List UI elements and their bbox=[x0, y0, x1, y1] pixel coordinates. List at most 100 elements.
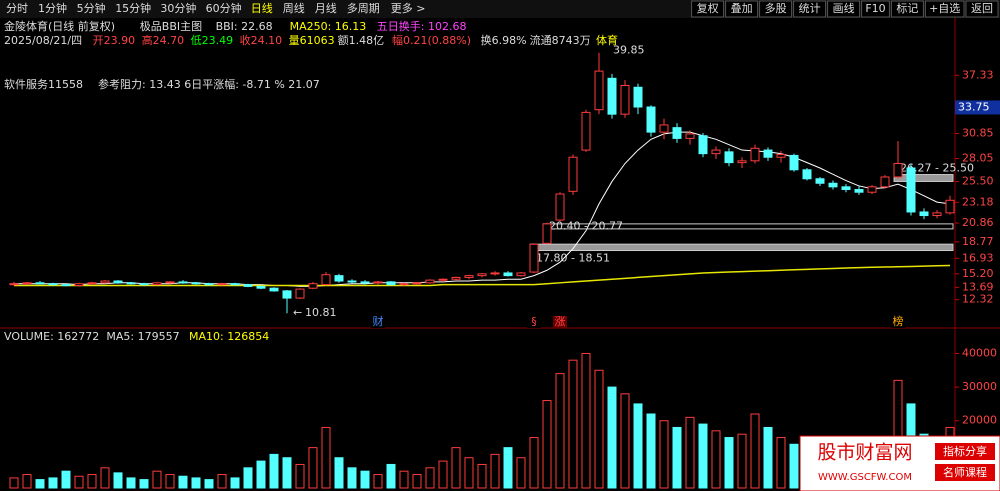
candle-body bbox=[204, 283, 214, 286]
watermark-title: 股市财富网 bbox=[817, 442, 912, 464]
candle-body bbox=[74, 283, 84, 287]
event-marker-box[interactable] bbox=[371, 316, 385, 328]
volume-bar bbox=[386, 463, 396, 489]
event-marker[interactable]: § bbox=[531, 315, 537, 328]
event-marker[interactable]: 榜 bbox=[893, 314, 904, 328]
candle-body bbox=[945, 199, 955, 214]
candle-body bbox=[854, 189, 864, 193]
button[interactable] bbox=[965, 0, 999, 18]
volume-bar bbox=[269, 453, 279, 489]
volume-bar bbox=[464, 457, 474, 489]
volume-bar bbox=[321, 426, 331, 489]
event-marker-box[interactable] bbox=[527, 316, 541, 328]
volume-bar bbox=[61, 470, 71, 489]
tab[interactable]: 15分钟 bbox=[115, 1, 151, 15]
event-marker-box[interactable] bbox=[553, 316, 567, 328]
button-label[interactable]: F10 bbox=[865, 2, 885, 15]
volume-bar bbox=[646, 413, 656, 489]
button-label[interactable]: 画线 bbox=[833, 1, 855, 15]
candle-body bbox=[880, 176, 890, 188]
candle-body bbox=[178, 281, 188, 284]
candle-body bbox=[347, 280, 357, 283]
y-tick-label: 30000 bbox=[962, 380, 997, 393]
badge[interactable] bbox=[935, 464, 995, 481]
tab[interactable]: 月线 bbox=[315, 1, 337, 15]
tab[interactable]: 周线 bbox=[283, 1, 305, 15]
tab[interactable]: 分时 bbox=[6, 2, 28, 15]
tab[interactable]: 30分钟 bbox=[160, 1, 196, 15]
event-marker[interactable]: 财 bbox=[373, 314, 384, 328]
button[interactable] bbox=[725, 0, 759, 18]
candle-body bbox=[61, 284, 71, 287]
quote-item: 幅0.21(0.88%) bbox=[392, 34, 471, 47]
volume-bar bbox=[308, 447, 318, 489]
candle-body bbox=[282, 290, 292, 299]
tab[interactable]: 5分钟 bbox=[77, 1, 106, 15]
button[interactable] bbox=[759, 0, 793, 18]
volume-bar bbox=[373, 474, 383, 489]
volume-bar bbox=[360, 470, 370, 489]
tab[interactable]: 60分钟 bbox=[206, 1, 242, 15]
volume-bar bbox=[165, 474, 175, 489]
volume-bar bbox=[48, 477, 58, 489]
quote-item: 收24.10 bbox=[240, 33, 283, 47]
candle-body bbox=[763, 149, 773, 158]
candle-body bbox=[542, 223, 552, 244]
event-marker[interactable]: 涨 bbox=[555, 315, 566, 328]
volume-bar bbox=[659, 420, 669, 489]
candle-body bbox=[607, 77, 617, 115]
volume-bar bbox=[334, 457, 344, 489]
badge-text[interactable]: 名师课程 bbox=[943, 465, 987, 479]
candle-body bbox=[230, 283, 240, 286]
y-tick-label: 15.20 bbox=[962, 267, 994, 280]
volume-bar bbox=[74, 475, 84, 489]
candle-body bbox=[867, 186, 877, 193]
y-tick-label: 30.85 bbox=[962, 126, 994, 139]
button[interactable] bbox=[827, 0, 861, 18]
candle-body bbox=[35, 282, 45, 285]
volume-bar bbox=[87, 474, 97, 489]
volume-bar bbox=[568, 359, 578, 489]
badge-text[interactable]: 指标分享 bbox=[943, 444, 987, 458]
volume-bar bbox=[22, 474, 32, 489]
volume-bar bbox=[542, 400, 552, 489]
button-label[interactable]: 复权 bbox=[697, 1, 719, 15]
volume-bar bbox=[100, 467, 110, 489]
badge[interactable] bbox=[935, 443, 995, 460]
candle-body bbox=[9, 283, 19, 286]
button-label[interactable]: 标记 bbox=[896, 1, 918, 15]
volume-bar bbox=[204, 479, 214, 489]
tab[interactable]: 1分钟 bbox=[38, 1, 67, 15]
button[interactable] bbox=[861, 0, 890, 18]
button-label[interactable]: 多股 bbox=[765, 1, 787, 15]
tab[interactable]: 日线 bbox=[251, 1, 273, 15]
candle-body bbox=[633, 86, 643, 108]
button-label[interactable]: 统计 bbox=[799, 2, 821, 15]
button-label[interactable]: 返回 bbox=[971, 2, 993, 15]
tab[interactable]: 更多 > bbox=[391, 1, 426, 15]
volume-bar bbox=[555, 373, 565, 489]
button[interactable] bbox=[890, 0, 924, 18]
volume-bar bbox=[490, 453, 500, 489]
button[interactable] bbox=[793, 0, 827, 18]
volume-bar bbox=[399, 470, 409, 489]
y-tick-label: 37.33 bbox=[962, 68, 994, 81]
button-label[interactable]: +自选 bbox=[929, 2, 960, 15]
zone-label: 17.80 - 18.51 bbox=[536, 252, 610, 265]
event-marker-box[interactable] bbox=[891, 316, 905, 328]
candle-body bbox=[724, 151, 734, 164]
candle-body bbox=[100, 280, 110, 284]
button[interactable] bbox=[691, 0, 725, 18]
candle-body bbox=[555, 193, 565, 221]
volume-bar bbox=[685, 416, 695, 489]
candle-body bbox=[438, 278, 448, 281]
button-label[interactable]: 叠加 bbox=[731, 2, 753, 15]
zone-label: 26.27 - 25.50 bbox=[900, 162, 974, 175]
volume-bar bbox=[9, 477, 19, 489]
button[interactable] bbox=[924, 0, 965, 18]
quote-item: 流通8743万 bbox=[530, 33, 591, 47]
candle-body bbox=[659, 124, 669, 133]
volume-bar bbox=[35, 479, 45, 489]
tab[interactable]: 多周期 bbox=[347, 1, 380, 15]
info-item: 参考阻力: 13.43 6日平涨幅: -8.71 % 21.07 bbox=[98, 77, 320, 91]
